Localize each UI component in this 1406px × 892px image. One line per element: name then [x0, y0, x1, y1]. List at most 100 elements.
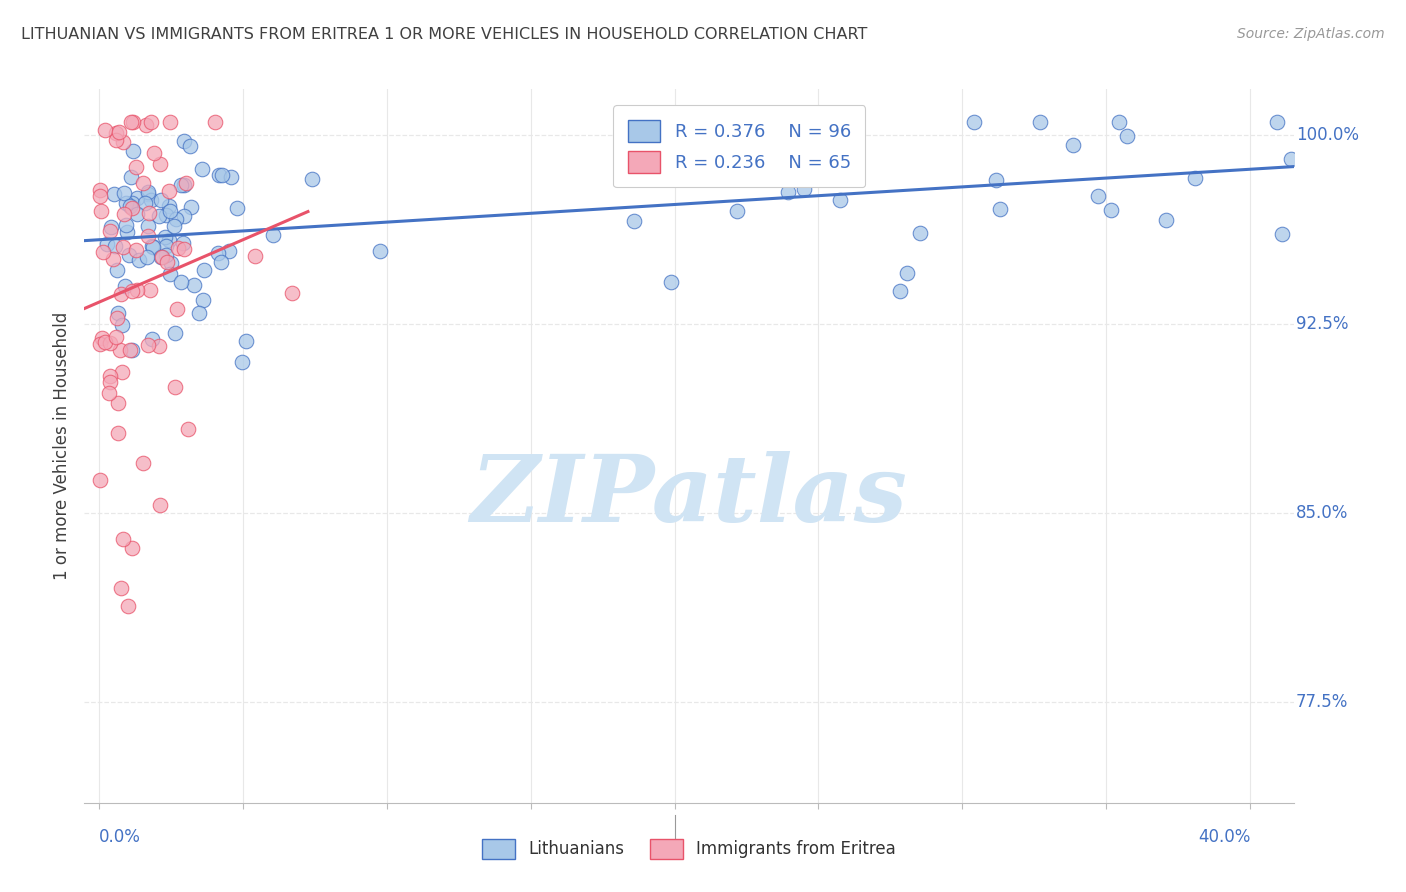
Point: [111, 365, 134, 379]
Point: [136, 338, 159, 352]
Point: [89, 337, 111, 351]
Text: 100.0%: 100.0%: [1296, 126, 1360, 144]
Point: [172, 236, 194, 251]
Point: [105, 263, 128, 277]
Text: Source: ZipAtlas.com: Source: ZipAtlas.com: [1237, 27, 1385, 41]
Point: [139, 193, 162, 207]
Point: [799, 120, 821, 134]
Point: [160, 256, 183, 270]
Point: [169, 275, 191, 289]
Point: [103, 252, 125, 266]
Point: [107, 395, 129, 409]
Point: [1028, 115, 1050, 129]
Point: [115, 225, 138, 239]
Point: [141, 238, 163, 252]
Point: [104, 239, 127, 253]
Point: [96, 236, 118, 251]
Point: [121, 343, 143, 357]
Point: [104, 330, 127, 344]
Point: [714, 126, 737, 140]
Point: [120, 343, 142, 358]
Point: [207, 246, 229, 260]
Point: [986, 172, 1008, 186]
Text: 85.0%: 85.0%: [1296, 504, 1348, 522]
Point: [149, 498, 172, 512]
Text: ZIPatlas: ZIPatlas: [471, 451, 907, 541]
Point: [149, 250, 172, 264]
Point: [1115, 128, 1137, 143]
Point: [159, 203, 181, 218]
Point: [132, 456, 155, 470]
Point: [778, 185, 800, 199]
Point: [209, 255, 232, 269]
Point: [988, 202, 1011, 216]
Point: [166, 240, 188, 254]
Point: [793, 182, 815, 196]
Point: [157, 184, 180, 198]
Point: [193, 262, 215, 277]
Text: 77.5%: 77.5%: [1296, 693, 1348, 711]
Point: [156, 255, 179, 269]
Point: [111, 318, 134, 332]
Point: [100, 224, 122, 238]
Point: [112, 136, 135, 150]
Point: [110, 287, 132, 301]
Point: [193, 293, 215, 307]
Point: [136, 250, 159, 264]
Point: [173, 209, 195, 223]
Point: [235, 334, 257, 348]
Point: [176, 176, 198, 190]
Point: [136, 229, 159, 244]
Point: [139, 283, 162, 297]
Point: [262, 227, 284, 242]
Point: [180, 201, 202, 215]
Point: [115, 218, 138, 232]
Point: [98, 336, 121, 351]
Point: [125, 283, 148, 297]
Point: [89, 183, 111, 197]
Point: [134, 196, 156, 211]
Point: [155, 208, 177, 222]
Point: [183, 278, 205, 293]
Point: [779, 119, 801, 133]
Point: [155, 239, 177, 253]
Point: [225, 201, 247, 215]
Point: [889, 285, 911, 299]
Point: [98, 375, 121, 389]
Point: [114, 279, 136, 293]
Point: [1279, 152, 1302, 166]
Point: [121, 201, 143, 215]
Point: [149, 157, 172, 171]
Point: [97, 385, 120, 400]
Point: [148, 339, 170, 353]
Point: [120, 169, 142, 184]
Y-axis label: 1 or more Vehicles in Household: 1 or more Vehicles in Household: [53, 312, 72, 580]
Point: [104, 127, 127, 141]
Point: [107, 125, 129, 139]
Point: [173, 242, 195, 256]
Point: [125, 243, 148, 257]
Point: [173, 178, 195, 192]
Point: [910, 226, 932, 240]
Point: [218, 244, 240, 258]
Point: [153, 230, 176, 244]
Point: [131, 176, 153, 190]
Point: [830, 193, 852, 207]
Point: [117, 599, 139, 614]
Point: [219, 170, 242, 185]
Point: [166, 301, 188, 316]
Point: [91, 245, 114, 260]
Point: [141, 333, 163, 347]
Point: [1271, 227, 1294, 241]
Point: [659, 276, 682, 290]
Text: LITHUANIAN VS IMMIGRANTS FROM ERITREA 1 OR MORE VEHICLES IN HOUSEHOLD CORRELATIO: LITHUANIAN VS IMMIGRANTS FROM ERITREA 1 …: [21, 27, 868, 42]
Point: [136, 185, 159, 199]
Point: [159, 115, 181, 129]
Point: [281, 286, 304, 301]
Point: [243, 249, 266, 263]
Point: [157, 199, 180, 213]
Point: [148, 210, 170, 224]
Point: [1265, 115, 1288, 129]
Text: 0.0%: 0.0%: [98, 828, 141, 846]
Point: [1099, 202, 1122, 217]
